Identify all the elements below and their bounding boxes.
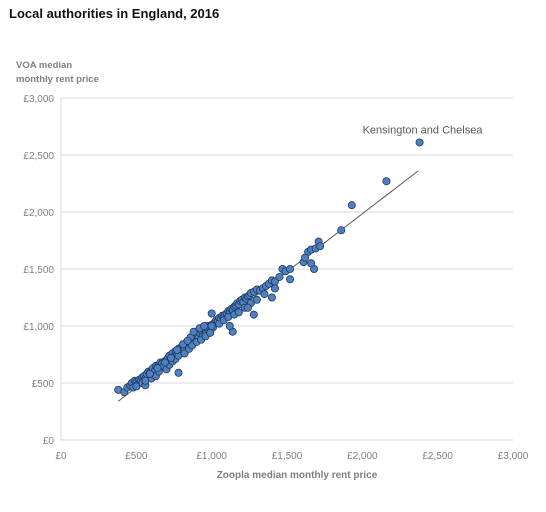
x-tick-label: £1,500 bbox=[272, 451, 303, 462]
data-point bbox=[286, 275, 295, 284]
x-tick-label: £500 bbox=[125, 451, 148, 462]
data-point bbox=[160, 358, 169, 367]
data-point bbox=[174, 368, 183, 377]
data-point bbox=[286, 264, 295, 273]
y-tick-label: £500 bbox=[32, 379, 55, 390]
y-tick-label: £2,500 bbox=[23, 151, 54, 162]
data-point bbox=[166, 353, 175, 362]
data-point bbox=[173, 345, 182, 354]
data-point bbox=[153, 364, 162, 373]
data-point bbox=[200, 321, 209, 330]
annotation-kensington-and-chelsea: Kensington and Chelsea bbox=[363, 124, 484, 136]
data-point bbox=[307, 259, 316, 268]
data-point bbox=[132, 382, 141, 391]
data-point bbox=[337, 226, 346, 235]
y-tick-label: £3,000 bbox=[23, 94, 54, 105]
x-tick-label: £3,000 bbox=[498, 451, 529, 462]
data-point bbox=[141, 376, 150, 385]
data-point bbox=[207, 309, 216, 318]
data-point bbox=[347, 201, 356, 210]
data-point bbox=[270, 284, 279, 293]
data-point bbox=[260, 290, 269, 299]
y-axis-label: VOA median monthly rent price bbox=[16, 59, 126, 87]
data-point bbox=[225, 321, 234, 330]
data-point bbox=[301, 253, 310, 262]
data-point bbox=[207, 321, 216, 330]
gridlines bbox=[61, 97, 513, 441]
y-tick-label: £2,000 bbox=[23, 208, 54, 219]
data-point bbox=[275, 272, 284, 281]
data-points bbox=[114, 138, 424, 397]
data-point bbox=[252, 295, 261, 304]
data-point bbox=[206, 328, 215, 337]
y-tick-label: £0 bbox=[43, 436, 55, 447]
data-point bbox=[316, 242, 325, 251]
x-tick-label: £2,000 bbox=[347, 451, 378, 462]
x-tick-label: £1,000 bbox=[196, 451, 227, 462]
data-point bbox=[145, 369, 154, 378]
y-axis-label-line-1: VOA median bbox=[16, 60, 73, 71]
x-axis-ticks: £0 £500 £1,000 £1,500 £2,000 £2,500 £3,000 bbox=[55, 451, 528, 462]
data-point bbox=[189, 327, 198, 336]
chart-title: Local authorities in England, 2016 bbox=[9, 6, 220, 21]
y-tick-label: £1,500 bbox=[23, 265, 54, 276]
data-point bbox=[183, 336, 192, 345]
data-point bbox=[234, 308, 243, 317]
y-tick-label: £1,000 bbox=[23, 322, 54, 333]
data-point bbox=[243, 303, 252, 312]
x-axis-label: Zoopla median monthly rent price bbox=[217, 470, 378, 481]
data-point bbox=[249, 310, 258, 319]
y-axis-label-line-2: monthly rent price bbox=[16, 74, 99, 85]
x-tick-label: £0 bbox=[55, 451, 67, 462]
data-point bbox=[382, 177, 391, 186]
y-axis-ticks: £0 £500 £1,000 £1,500 £2,000 £2,500 £3,000 bbox=[23, 94, 54, 447]
data-point bbox=[415, 138, 424, 147]
x-tick-label: £2,500 bbox=[422, 451, 453, 462]
data-point bbox=[267, 293, 276, 302]
